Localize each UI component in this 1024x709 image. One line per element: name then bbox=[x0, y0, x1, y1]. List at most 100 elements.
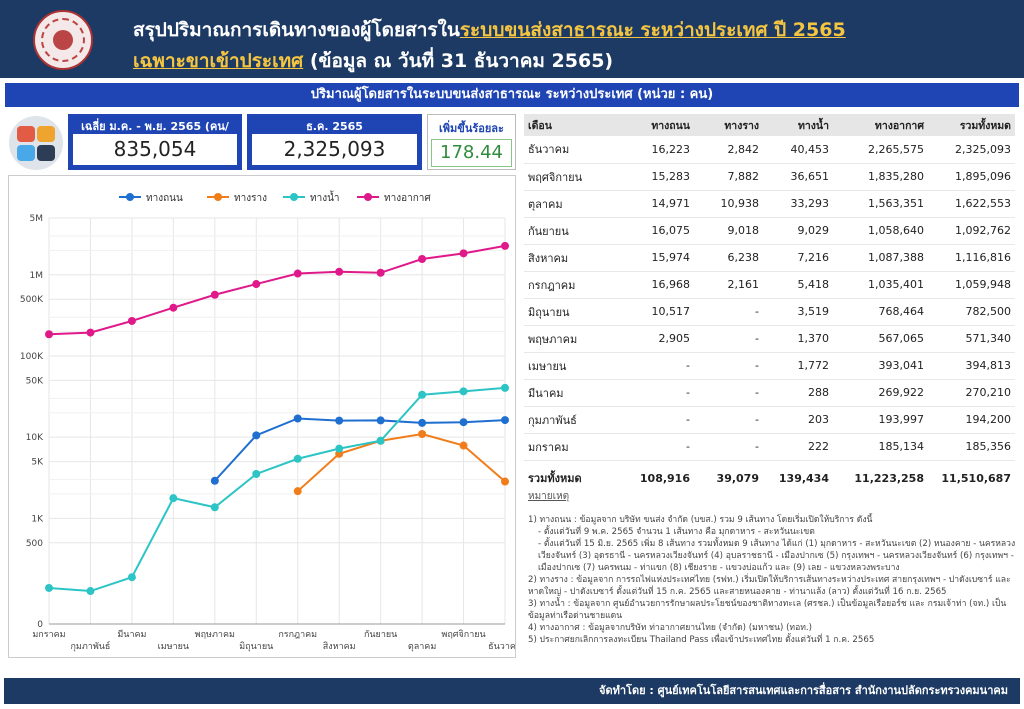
data-point bbox=[501, 241, 509, 250]
x-tick-label: มกราคม bbox=[32, 630, 65, 640]
data-point bbox=[293, 454, 302, 463]
table-cell: 270,210 bbox=[928, 379, 1015, 407]
table-cell: 7,882 bbox=[694, 163, 763, 191]
note-line: 3) ทางน้ำ : ข้อมูลจาก ศูนย์อำนวยการรักษา… bbox=[528, 599, 1007, 621]
series-line bbox=[48, 386, 506, 593]
kpi-average: เฉลี่ย ม.ค. - พ.ย. 2565 (คน/เดือน) 835,0… bbox=[68, 114, 242, 170]
x-tick-label: กรกฎาคม bbox=[278, 630, 317, 640]
table-cell: 16,223 bbox=[620, 136, 694, 164]
data-point bbox=[45, 330, 53, 339]
table-cell: - bbox=[694, 433, 763, 461]
table-cell: 768,464 bbox=[833, 298, 928, 326]
data-point bbox=[459, 249, 468, 258]
table-cell: 139,434 bbox=[778, 471, 829, 485]
logo-ring-icon bbox=[41, 18, 85, 62]
page-title-line1: สรุปปริมาณการเดินทางของผู้โดยสารในระบบขน… bbox=[133, 15, 846, 45]
data-point bbox=[293, 414, 302, 423]
data-point bbox=[376, 416, 385, 425]
header-bar: สรุปปริมาณการเดินทางของผู้โดยสารในระบบขน… bbox=[0, 0, 1024, 78]
data-point bbox=[45, 583, 53, 592]
table-cell: - bbox=[694, 325, 763, 353]
table-cell: 108,916 bbox=[639, 471, 690, 485]
table-cell: 1,058,640 bbox=[833, 217, 928, 245]
x-tick-label: มีนาคม bbox=[117, 629, 146, 640]
table-cell: 288 bbox=[763, 379, 833, 407]
y-tick-label: 50K bbox=[26, 376, 44, 386]
table-cell: กรกฎาคม bbox=[524, 271, 620, 299]
table-cell: - bbox=[694, 298, 763, 326]
table-cell: พฤษภาคม bbox=[524, 325, 620, 353]
data-point bbox=[86, 328, 95, 337]
table-row: สิงหาคม 15,974 6,238 7,216 1,087,388 1,116,81… bbox=[524, 244, 1015, 272]
y-tick-label: 500K bbox=[20, 295, 44, 305]
table-cell: 2,265,575 bbox=[833, 136, 928, 164]
data-point bbox=[459, 418, 468, 427]
title-highlight: ระบบขนส่งสาธารณะ ระหว่างประเทศ ปี 2565 bbox=[459, 19, 846, 41]
table-cell: กุมภาพันธ์ bbox=[524, 406, 620, 434]
table-cell: 7,216 bbox=[763, 244, 833, 272]
table-row: กรกฎาคม 16,968 2,161 5,418 1,035,401 1,059,94… bbox=[524, 271, 1015, 299]
legend-label: ทางราง bbox=[234, 193, 267, 204]
table-cell: 1,116,816 bbox=[928, 244, 1015, 272]
legend-label: ทางน้ำ bbox=[310, 190, 340, 204]
note-line: - ตั้งแต่วันที่ 9 พ.ค. 2565 จำนวน 1 เส้น… bbox=[538, 527, 815, 537]
table-header-cell: ทางน้ำ bbox=[763, 114, 833, 136]
data-point bbox=[418, 390, 427, 399]
footer: จัดทำโดย : ศูนย์เทคโนโลยีสารสนเทศและการส… bbox=[4, 678, 1020, 704]
table-cell: 11,510,687 bbox=[941, 471, 1011, 485]
x-tick-label: กันยายน bbox=[364, 630, 397, 640]
table-cell: รวมทั้งหมด bbox=[528, 472, 582, 486]
table-cell: - bbox=[694, 379, 763, 407]
table-cell: 15,974 bbox=[620, 244, 694, 272]
table-cell: 1,772 bbox=[763, 352, 833, 380]
x-tick-label: กุมภาพันธ์ bbox=[70, 640, 110, 652]
table-cell: กันยายน bbox=[524, 217, 620, 245]
table-cell: 14,971 bbox=[620, 190, 694, 218]
x-tick-label: พฤษภาคม bbox=[195, 630, 235, 640]
x-tick-label: ธันวาคม bbox=[488, 642, 515, 652]
data-point bbox=[169, 494, 178, 503]
legend-label: ทางถนน bbox=[146, 193, 183, 204]
table-cell: 3,519 bbox=[763, 298, 833, 326]
x-tick-label: พฤศจิกายน bbox=[441, 629, 485, 640]
data-point bbox=[376, 268, 385, 277]
data-point bbox=[86, 587, 95, 596]
table-cell: 2,842 bbox=[694, 136, 763, 164]
table-cell: 33,293 bbox=[763, 190, 833, 218]
table-cell: 1,622,553 bbox=[928, 190, 1015, 218]
table-cell: 1,835,280 bbox=[833, 163, 928, 191]
kpi-december: ธ.ค. 2565 2,325,093 bbox=[247, 114, 422, 170]
data-point bbox=[335, 444, 344, 453]
data-point bbox=[293, 487, 302, 496]
y-tick-label: 100K bbox=[20, 352, 44, 362]
table-cell: สิงหาคม bbox=[524, 244, 620, 272]
table-cell: มิถุนายน bbox=[524, 298, 620, 326]
legend-label: ทางอากาศ bbox=[384, 193, 431, 204]
data-point bbox=[210, 503, 219, 512]
data-point bbox=[127, 573, 136, 582]
table-header-row: เดือน ทางถนน ทางราง ทางน้ำ ทางอากาศ รวมทั้งหม… bbox=[524, 114, 1015, 136]
series-line bbox=[214, 417, 506, 482]
data-point bbox=[252, 469, 261, 478]
table-cell: 393,041 bbox=[833, 352, 928, 380]
table-cell: 1,563,351 bbox=[833, 190, 928, 218]
series-line bbox=[48, 244, 506, 336]
ship-icon bbox=[17, 145, 35, 161]
data-point bbox=[335, 416, 344, 425]
data-point bbox=[418, 418, 427, 427]
data-point bbox=[293, 269, 302, 278]
table-cell: เมษายน bbox=[524, 352, 620, 380]
x-tick-label: มิถุนายน bbox=[239, 641, 273, 652]
table-row: ธันวาคม 16,223 2,842 40,453 2,265,575 2,325,0… bbox=[524, 136, 1015, 164]
table-cell: มีนาคม bbox=[524, 379, 620, 407]
table-cell: 203 bbox=[763, 406, 833, 434]
y-tick-label: 10K bbox=[26, 433, 44, 443]
table-header-cell: ทางราง bbox=[694, 114, 763, 136]
table-cell: ตุลาคม bbox=[524, 190, 620, 218]
legend-marker bbox=[290, 193, 298, 201]
data-point bbox=[459, 387, 468, 396]
table-cell: 1,895,096 bbox=[928, 163, 1015, 191]
legend-marker bbox=[364, 193, 372, 201]
x-tick-label: สิงหาคม bbox=[323, 641, 356, 652]
table-cell: - bbox=[694, 406, 763, 434]
